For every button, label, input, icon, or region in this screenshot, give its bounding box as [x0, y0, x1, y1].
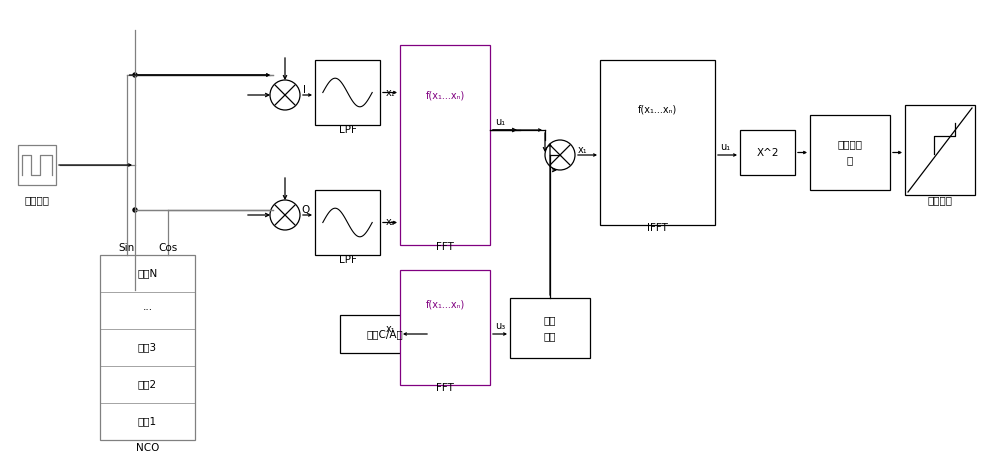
Text: Q: Q: [301, 205, 309, 215]
Text: f(x₁...xₙ): f(x₁...xₙ): [638, 105, 677, 114]
Text: Cos: Cos: [159, 243, 178, 253]
Text: 频率N: 频率N: [137, 268, 158, 278]
Text: u₁: u₁: [720, 142, 730, 152]
Text: x₂: x₂: [385, 218, 395, 227]
Circle shape: [133, 208, 137, 212]
Circle shape: [270, 80, 300, 110]
Circle shape: [270, 200, 300, 230]
Text: 频率3: 频率3: [138, 343, 157, 353]
Text: 频率1: 频率1: [138, 416, 157, 426]
Text: ···: ···: [142, 306, 153, 315]
Text: IFFT: IFFT: [647, 223, 668, 233]
Text: FFT: FFT: [436, 242, 454, 252]
Bar: [315, 190, 380, 255]
Text: NCO: NCO: [136, 443, 159, 453]
Circle shape: [545, 140, 575, 170]
Text: 共轭: 共轭: [544, 315, 556, 325]
Text: 门限判决: 门限判决: [928, 195, 952, 205]
Text: f(x₁...xₙ): f(x₁...xₙ): [425, 90, 465, 100]
Bar: [100, 255, 195, 440]
Circle shape: [133, 73, 137, 77]
Text: f(x₁...xₙ): f(x₁...xₙ): [425, 300, 465, 309]
Text: u₁: u₁: [495, 117, 505, 127]
Text: Sin: Sin: [118, 243, 135, 253]
Text: 变换: 变换: [544, 331, 556, 341]
Text: LPF: LPF: [339, 255, 356, 265]
Text: 最大值锁: 最大值锁: [838, 140, 862, 149]
Text: 本地C/A码: 本地C/A码: [367, 329, 403, 339]
Text: X^2: X^2: [756, 148, 779, 158]
Text: u₃: u₃: [495, 321, 505, 331]
Bar: [740, 130, 795, 175]
Text: LPF: LPF: [339, 125, 356, 135]
Bar: [340, 315, 430, 353]
Bar: [810, 115, 890, 190]
Text: I: I: [304, 85, 306, 95]
Text: x₁: x₁: [385, 88, 395, 97]
Bar: [400, 270, 490, 385]
Bar: [600, 60, 715, 225]
Bar: [905, 105, 975, 195]
Text: 中频信号: 中频信号: [24, 195, 50, 205]
Bar: [510, 298, 590, 358]
Bar: [18, 145, 56, 185]
Text: 存: 存: [847, 155, 853, 165]
Bar: [315, 60, 380, 125]
Text: x₁: x₁: [578, 145, 588, 155]
Bar: [400, 45, 490, 245]
Text: FFT: FFT: [436, 383, 454, 393]
Text: x₁: x₁: [385, 324, 395, 334]
Text: 频率2: 频率2: [138, 379, 157, 390]
